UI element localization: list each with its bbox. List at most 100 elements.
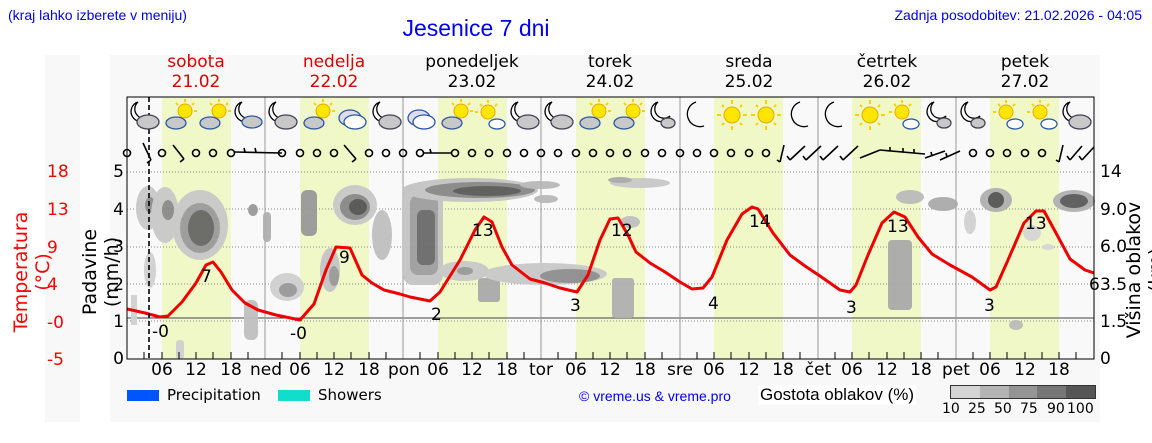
cloud-tick: 0 bbox=[1100, 349, 1111, 369]
x-label: 12 bbox=[323, 360, 345, 380]
night-small-cloud-icon bbox=[960, 101, 986, 129]
day-name: sreda bbox=[725, 52, 773, 72]
moon-icon bbox=[790, 101, 808, 128]
wind-row bbox=[122, 142, 1095, 164]
cloud-tick: 9.0 bbox=[1100, 200, 1128, 220]
x-label: 06 bbox=[427, 360, 449, 380]
x-label: 18 bbox=[358, 360, 380, 380]
night-cloudy-icon bbox=[371, 101, 402, 130]
sunny-icon bbox=[716, 100, 747, 130]
cloudy-icon bbox=[407, 109, 436, 130]
temp-tick: 18 bbox=[47, 162, 69, 182]
density-level: 50 bbox=[994, 401, 1012, 417]
density-swatch bbox=[1008, 386, 1038, 398]
cloud-tick: 3.5 bbox=[1100, 275, 1128, 295]
day-header-sobota: sobota 21.02 bbox=[136, 52, 256, 92]
cloud-tick: 14 bbox=[1100, 162, 1122, 182]
night-small-cloud-icon bbox=[649, 101, 676, 129]
day-date: 23.02 bbox=[447, 72, 497, 92]
density-level: 75 bbox=[1020, 401, 1038, 417]
precip-tick: 1 bbox=[113, 312, 124, 332]
day-name: petek bbox=[1000, 52, 1050, 72]
x-label: 06 bbox=[565, 360, 587, 380]
day-header-torek: torek 24.02 bbox=[550, 52, 670, 92]
day-header-petek: petek 27.02 bbox=[965, 52, 1085, 92]
x-label: 06 bbox=[841, 360, 863, 380]
x-label: 06 bbox=[289, 360, 311, 380]
precipitation-swatch bbox=[127, 390, 159, 401]
day-date: 26.02 bbox=[862, 72, 912, 92]
temp-label: 6 bbox=[1089, 275, 1100, 295]
temp-label: 3 bbox=[570, 296, 581, 316]
temp-tick: -5 bbox=[47, 350, 64, 370]
x-label: ned bbox=[249, 360, 283, 380]
temp-label: 2 bbox=[431, 305, 442, 325]
partly-sunny-icon bbox=[578, 99, 611, 130]
last-update: Zadnja posodobitev: 21.02.2026 - 04:05 bbox=[894, 7, 1142, 23]
moon-icon bbox=[686, 101, 705, 128]
precip-tick: 5 bbox=[113, 162, 124, 182]
cloud-tick: 6.0 bbox=[1100, 237, 1128, 257]
cloud-tick: 1.5 bbox=[1100, 312, 1128, 332]
x-label: 12 bbox=[738, 360, 760, 380]
showers-swatch bbox=[278, 390, 310, 401]
x-ticks bbox=[143, 352, 1077, 359]
temp-label: 4 bbox=[708, 294, 719, 314]
sunny-small-cloud-icon bbox=[889, 100, 920, 130]
density-swatch bbox=[979, 386, 1009, 398]
density-level: 90 bbox=[1047, 401, 1065, 417]
night-cloudy-icon bbox=[233, 101, 263, 129]
temp-tick: 4 bbox=[47, 275, 58, 295]
partly-sunny-icon bbox=[164, 99, 197, 130]
night-small-cloud-icon bbox=[925, 101, 952, 129]
x-label: 12 bbox=[876, 360, 898, 380]
precip-tick: 3 bbox=[113, 237, 124, 257]
x-label: sre bbox=[667, 360, 693, 380]
x-label: 12 bbox=[461, 360, 483, 380]
temp-label: 14 bbox=[749, 212, 771, 232]
density-level: 10 bbox=[942, 401, 960, 417]
sunny-icon bbox=[854, 100, 885, 130]
density-level: 25 bbox=[968, 401, 986, 417]
x-label: 18 bbox=[1048, 360, 1070, 380]
day-name: torek bbox=[588, 52, 632, 72]
partly-sunny-icon bbox=[199, 99, 231, 130]
night-cloudy-icon bbox=[509, 101, 540, 130]
x-label: 12 bbox=[1014, 360, 1036, 380]
x-label: 18 bbox=[220, 360, 242, 380]
sunny-icon bbox=[751, 100, 781, 130]
x-label: tor bbox=[528, 360, 554, 380]
temp-label: 13 bbox=[887, 217, 909, 237]
sunny-small-cloud-icon bbox=[992, 100, 1024, 130]
day-date: 21.02 bbox=[171, 72, 221, 92]
temp-label: 13 bbox=[1025, 214, 1047, 234]
x-label: 12 bbox=[599, 360, 621, 380]
sunny-small-cloud-icon bbox=[475, 100, 506, 130]
partly-sunny-icon bbox=[302, 99, 335, 130]
copyright-link[interactable]: © vreme.us & vreme.pro bbox=[579, 388, 731, 404]
day-date: 22.02 bbox=[309, 72, 359, 92]
temp-label: 9 bbox=[339, 248, 350, 268]
day-header-sreda: sreda 25.02 bbox=[689, 52, 809, 92]
day-header-ponedeljek: ponedeljek 23.02 bbox=[412, 52, 532, 92]
x-label: pon bbox=[388, 360, 420, 380]
day-date: 24.02 bbox=[585, 72, 635, 92]
day-header-nedelja: nedelja 22.02 bbox=[274, 52, 394, 92]
temp-label: -0 bbox=[152, 322, 169, 342]
day-header-cetrtek: četrtek 26.02 bbox=[827, 52, 947, 92]
partly-sunny-icon bbox=[440, 99, 473, 130]
day-name: nedelja bbox=[302, 52, 366, 72]
partly-sunny-icon bbox=[613, 99, 645, 130]
x-label: 06 bbox=[979, 360, 1001, 380]
temp-tick: 13 bbox=[47, 200, 69, 220]
precipitation-legend-label: Precipitation bbox=[167, 386, 261, 404]
weather-icons-row bbox=[128, 98, 1094, 134]
showers-legend-label: Showers bbox=[318, 386, 382, 404]
x-label: 18 bbox=[496, 360, 518, 380]
x-label: 18 bbox=[634, 360, 656, 380]
moon-icon bbox=[824, 101, 843, 128]
precip-tick: 2 bbox=[113, 275, 124, 295]
x-label: pet bbox=[942, 360, 970, 380]
temp-label: 7 bbox=[201, 267, 212, 287]
